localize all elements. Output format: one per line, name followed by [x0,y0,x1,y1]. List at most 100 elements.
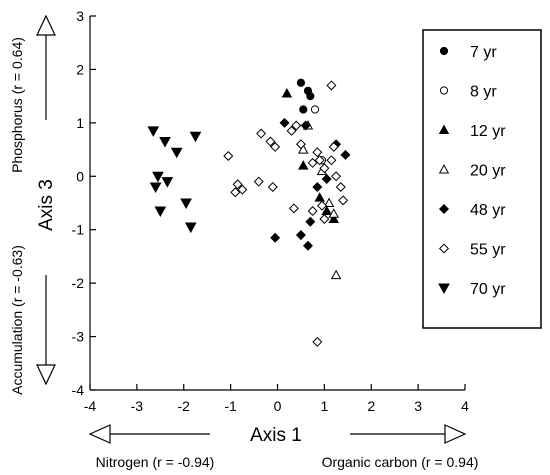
y-tick-label: 2 [76,61,84,77]
point-55-yr [256,128,267,139]
point-55-yr [230,187,241,198]
point-20-yr [328,208,339,218]
point-20-yr [298,144,309,154]
y-axis-ticks: -4 -3 -2 -1 0 1 2 3 [72,8,96,398]
point-55-yr [319,214,330,225]
legend-label: 7 yr [470,44,497,61]
point-48-yr [321,173,332,184]
y-axis-title: Axis 3 [36,179,57,231]
point-70-yr [159,137,171,148]
x-positive-arrow [350,424,467,444]
point-55-yr [267,181,278,192]
x-axis-title: Axis 1 [250,425,302,446]
x-tick-label: 1 [320,398,328,414]
point-48-yr [300,120,311,131]
point-55-yr [335,181,346,192]
point-20-yr [330,269,342,280]
x-tick-label: -1 [224,398,237,414]
point-55-yr [317,200,328,211]
x-tick-label: -2 [178,398,191,414]
point-12-yr [314,192,325,202]
point-55-yr [312,147,323,158]
point-55-yr [328,141,339,152]
data-points [147,78,351,347]
x-tick-label: 0 [274,398,282,414]
point-70-yr [147,126,160,137]
point-55-yr [291,120,302,131]
point-48-yr [270,232,281,243]
point-55-yr [338,195,349,206]
y-tick-label: -2 [72,275,85,291]
point-55-yr [253,176,264,187]
legend-marker-7-yr [439,46,449,56]
legend-marker-70-yr [438,283,450,295]
point-55-yr [223,150,234,161]
y-tick-label: 0 [76,168,84,184]
point-55-yr [312,336,323,347]
point-7-yr [299,105,308,114]
x-tick-label: 2 [367,398,375,414]
x-negative-arrow [88,424,210,444]
point-12-yr [328,213,339,224]
point-12-yr [298,160,309,170]
point-70-yr [152,171,164,183]
y-tick-label: 1 [76,115,84,131]
y-negative-annotation: Accumulation (r = -0.63) [9,245,25,395]
y-tick-label: -4 [72,382,85,398]
legend-label: 8 yr [470,84,497,101]
legend-box [422,29,542,329]
plot-frame [89,16,465,391]
legend-label: 20 yr [470,163,506,180]
y-positive-annotation: Phosphorus (r = 0.64) [9,37,25,173]
point-55-yr [331,171,342,182]
point-55-yr [295,139,306,150]
point-55-yr [232,179,243,190]
point-48-yr [305,216,316,227]
point-48-yr [279,117,290,128]
y-negative-arrow [36,275,56,386]
legend-marker-48-yr [438,203,450,215]
point-7-yr [306,92,315,101]
y-positive-arrow [36,14,56,120]
point-55-yr [326,155,337,166]
y-tick-label: -1 [72,222,85,238]
point-55-yr [307,157,318,168]
point-48-yr [295,230,306,241]
x-positive-annotation: Organic carbon (r = 0.94) [322,454,479,470]
point-70-yr [161,177,174,188]
point-70-yr [149,182,162,194]
point-70-yr [170,147,183,159]
legend-marker-12-yr [438,124,450,135]
point-55-yr [286,125,297,136]
point-55-yr [307,206,318,217]
point-55-yr [314,155,325,166]
point-55-yr [326,80,337,91]
point-48-yr [340,149,351,160]
legend-marker-20-yr [438,164,450,174]
point-55-yr [237,184,248,195]
point-55-yr [270,141,281,152]
point-20-yr [323,197,335,208]
x-negative-annotation: Nitrogen (r = -0.94) [96,454,215,470]
point-8-yr [310,105,320,114]
legend-label: 55 yr [470,242,506,259]
x-axis-ticks: -4 -3 -2 -1 0 1 2 3 4 [84,384,469,414]
point-12-yr [281,88,293,98]
y-tick-label: 3 [76,8,84,24]
y-tick-label: -3 [72,329,85,345]
point-55-yr [288,203,299,214]
point-55-yr [265,136,276,147]
legend-marker-8-yr [439,86,449,95]
point-48-yr [312,181,323,192]
legend-label: 48 yr [470,202,506,219]
point-70-yr [184,222,197,234]
point-7-yr [296,78,306,87]
point-55-yr [319,163,330,174]
legend: 7 yr 8 yr 12 yr 20 yr 48 yr 55 yr 70 yr [422,29,542,329]
point-12-yr [321,205,332,216]
x-tick-label: -3 [131,398,144,414]
point-48-yr [302,240,313,251]
x-tick-label: 3 [414,398,422,414]
x-tick-label: 4 [461,398,469,414]
